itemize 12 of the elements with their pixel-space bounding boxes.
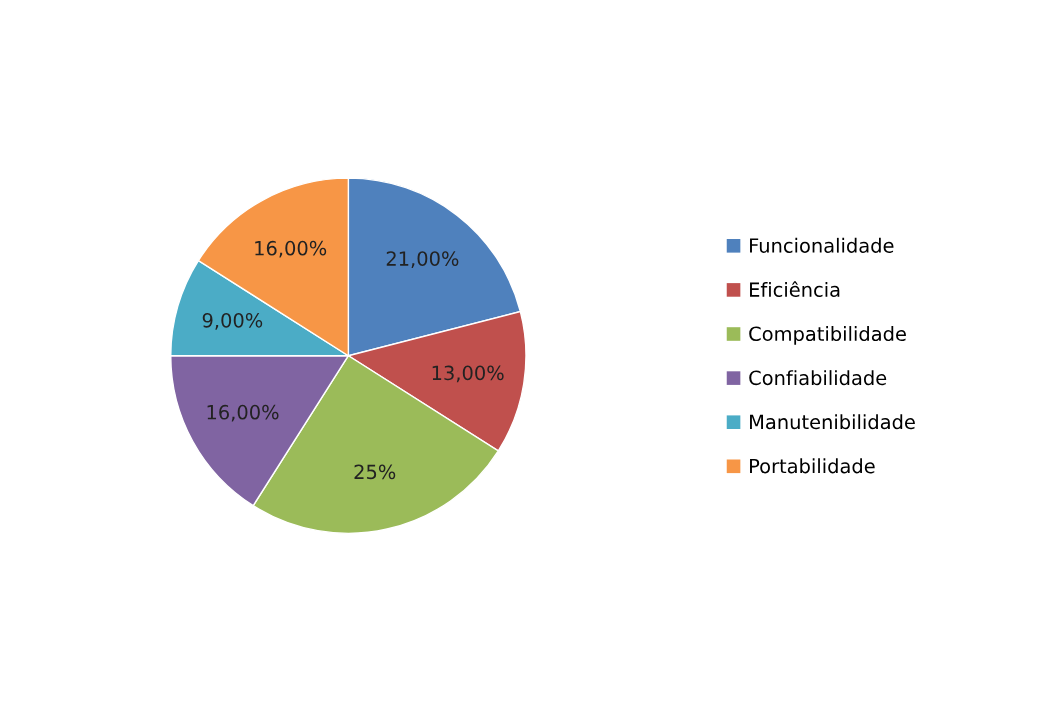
legend-label: Manutenibilidade — [750, 414, 915, 430]
legend-label: Confiabilidade — [749, 370, 887, 386]
data-label: 16,00% — [207, 404, 279, 422]
legend-label: Funcionalidade — [750, 237, 894, 253]
data-label: 21,00% — [386, 251, 459, 268]
data-label: 25% — [354, 464, 396, 480]
legend-label: Compatibilidade — [749, 326, 906, 345]
legend-label: Portabilidade — [750, 458, 875, 474]
data-label: 16,00% — [255, 240, 327, 258]
legend-label: Eficiência — [750, 281, 840, 297]
data-label: 9,00% — [202, 312, 263, 330]
data-label: 13,00% — [432, 365, 504, 383]
